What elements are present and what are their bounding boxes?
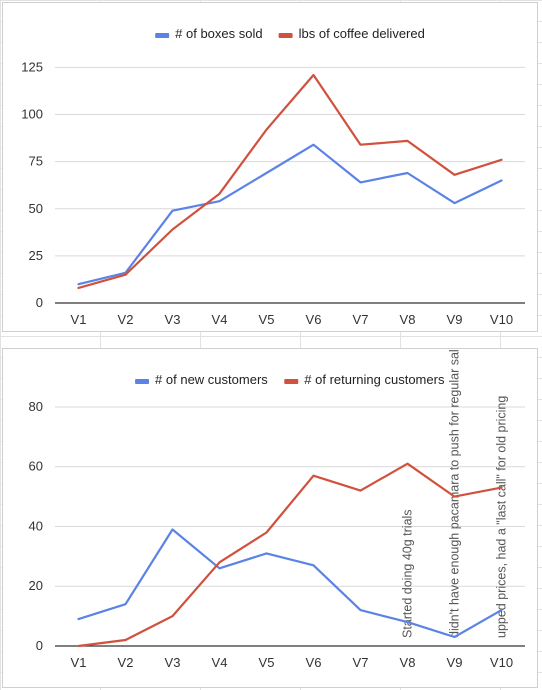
chart-customers[interactable]: # of new customers # of returning custome… [2,348,538,688]
x-tick-label: V7 [353,655,369,670]
legend-label: # of returning customers [304,372,445,387]
legend-label: lbs of coffee delivered [299,26,425,41]
legend-item[interactable]: # of boxes sold [155,26,263,41]
x-tick-label: V10 [490,655,513,670]
x-tick-label: V5 [259,655,275,670]
x-tick-label: V3 [165,312,181,327]
y-tick-label: 40 [29,518,43,533]
chart-boxes-and-coffee[interactable]: # of boxes sold lbs of coffee delivered 0 2… [2,2,538,332]
legend-item[interactable]: # of returning customers [284,372,445,387]
series-line-blue[interactable] [77,528,503,639]
y-tick-label: 50 [29,201,43,216]
x-tick-label: V9 [447,312,463,327]
x-tick-label: V2 [118,655,134,670]
x-tick-label: V3 [165,655,181,670]
y-tick-label: 125 [21,59,43,74]
legend-item[interactable]: lbs of coffee delivered [278,26,425,41]
legend-item[interactable]: # of new customers [135,372,268,387]
gridlines [55,66,525,257]
y-tick-label: 20 [29,578,43,593]
series-line-red[interactable] [77,462,503,648]
y-tick-label: 75 [29,154,43,169]
y-tick-label: 0 [36,295,43,310]
legend-swatch [155,33,170,38]
y-tick-label: 0 [36,638,43,653]
y-tick-label: 25 [29,248,43,263]
x-tick-label: V8 [400,655,416,670]
legend-label: # of boxes sold [175,26,262,41]
series-line-red[interactable] [77,73,503,289]
x-tick-label: V8 [400,312,416,327]
x-tick-label: V7 [353,312,369,327]
x-tick-label: V4 [212,655,228,670]
chart-1-svg: # of boxes sold lbs of coffee delivered 0 2… [21,26,525,327]
x-tick-label: V6 [306,655,322,670]
legend-label: # of new customers [155,372,268,387]
x-tick-label: V5 [259,312,275,327]
legend: # of boxes sold lbs of coffee delivered [155,26,425,41]
legend-swatch [278,33,293,38]
x-tick-label: V4 [212,312,228,327]
annotation-label: Started doing 40g trials [401,509,415,638]
y-tick-label: 100 [21,107,43,122]
x-tick-label: V2 [118,312,134,327]
chart-2-svg: # of new customers # of returning custome… [29,349,525,670]
x-tick-label: V1 [71,655,87,670]
x-tick-label: V1 [71,312,87,327]
legend-swatch [135,379,150,384]
y-tick-label: 60 [29,459,43,474]
annotation-label: upped prices, had a "last call" for old … [495,396,509,638]
gridlines [55,406,525,587]
legend: # of new customers # of returning custome… [135,372,445,387]
x-tick-label: V9 [447,655,463,670]
series-line-blue[interactable] [77,143,503,286]
legend-swatch [284,379,299,384]
x-tick-label: V6 [306,312,322,327]
annotation-label: didn't have enough pacamara to push for … [448,349,462,638]
y-tick-label: 80 [29,399,43,414]
x-tick-label: V10 [490,312,513,327]
